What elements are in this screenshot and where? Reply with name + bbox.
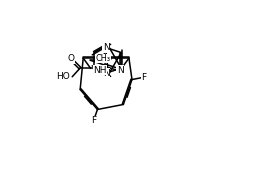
Text: N: N (103, 43, 110, 52)
Text: N: N (103, 68, 110, 77)
Text: N: N (117, 66, 124, 75)
Text: F: F (141, 73, 146, 82)
Text: F: F (91, 116, 96, 125)
Text: NH: NH (93, 66, 107, 75)
Text: CH₃: CH₃ (95, 54, 111, 63)
Text: O: O (67, 54, 74, 63)
Text: HO: HO (57, 72, 70, 81)
